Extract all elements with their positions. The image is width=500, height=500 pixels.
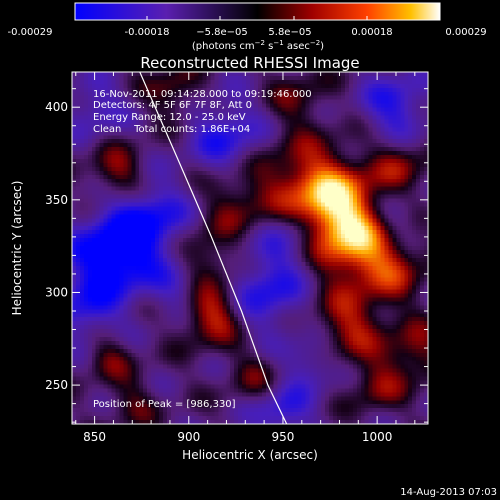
- x-tick-label: 950: [272, 430, 295, 444]
- info-clean-counts: Clean Total counts: 1.86E+04: [93, 124, 250, 135]
- x-axis-ticks: 850 900 950 1000: [75, 72, 416, 444]
- colorbar-unit-label: (photons cm−2 s−1 asec−2): [192, 39, 324, 52]
- image-title: Reconstructed RHESSI Image: [140, 54, 359, 72]
- colorbar-ticks: [74, 16, 441, 20]
- x-axis-label: Heliocentric X (arcsec): [182, 448, 318, 462]
- colorbar-tick-label: 0.00029: [445, 27, 486, 38]
- render-timestamp: 14-Aug-2013 07:03: [400, 487, 497, 498]
- x-tick-label: 900: [177, 430, 200, 444]
- heatmap-image: [72, 72, 428, 424]
- y-tick-label: 300: [45, 285, 68, 299]
- plot-frame: [71, 71, 429, 425]
- solar-limb-line: [139, 72, 288, 424]
- colorbar: [74, 2, 441, 21]
- info-time-range: 16-Nov-2011 09:14:28.000 to 09:19:46.000: [93, 89, 312, 100]
- colorbar-tick-label: −5.8e−05: [196, 27, 248, 38]
- y-axis-label: Heliocentric Y (arcsec): [10, 181, 24, 316]
- colorbar-tick-label: -0.00029: [8, 27, 53, 38]
- y-tick-label: 250: [45, 378, 68, 392]
- y-tick-label: 400: [45, 100, 68, 114]
- x-tick-label: 1000: [362, 430, 393, 444]
- y-axis-ticks: 250 300 350 400: [45, 88, 428, 423]
- colorbar-tick-label: -0.00018: [125, 27, 170, 38]
- info-detectors: Detectors: 4F 5F 6F 7F 8F, Att 0: [93, 100, 252, 111]
- colorbar-tick-label: 0.00018: [351, 27, 392, 38]
- x-tick-label: 850: [83, 430, 106, 444]
- info-energy-range: Energy Range: 12.0 - 25.0 keV: [93, 112, 246, 123]
- peak-position-label: Position of Peak = [986,330]: [93, 399, 236, 410]
- colorbar-tick-label: 5.8e−05: [268, 27, 311, 38]
- y-tick-label: 350: [45, 193, 68, 207]
